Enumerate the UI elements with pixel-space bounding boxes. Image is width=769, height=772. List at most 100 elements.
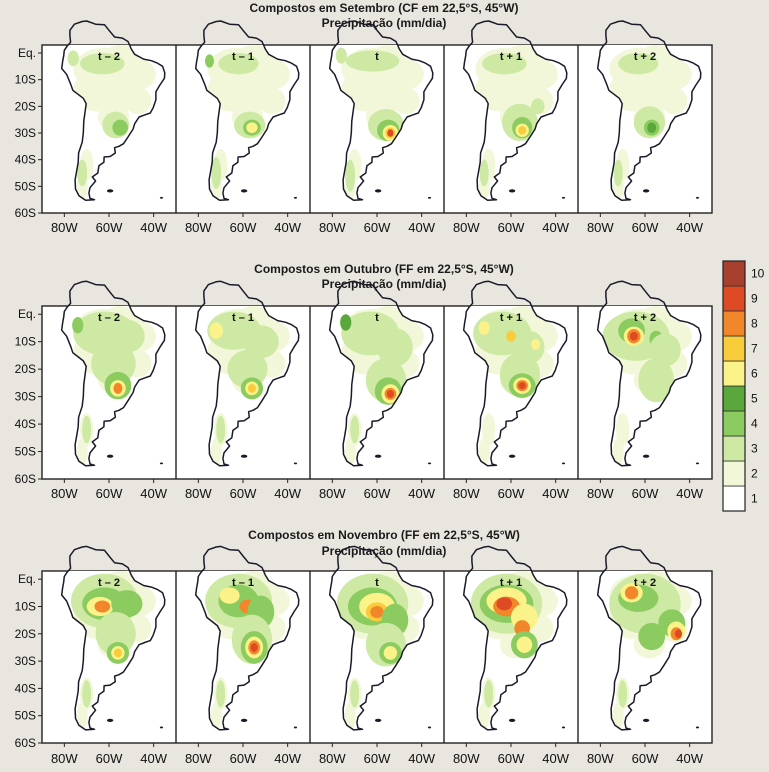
x-tick-label: 60W [96,751,123,766]
composite-row-2: Compostos em Outubro (FF em 22,5°S, 45°W… [15,262,713,501]
precip-blob [377,327,413,367]
x-tick-label: 80W [51,751,78,766]
precip-blob [205,54,214,68]
panel-label: t + 1 [500,577,522,589]
precip-blob [638,358,675,403]
falkland-islands [374,718,382,722]
precip-blob [227,349,268,389]
y-tick-label: 10S [15,73,36,87]
south-georgia [293,462,298,465]
panel-label: t + 2 [634,312,656,324]
colorbar-swatch-9 [722,285,746,312]
x-tick-label: 80W [453,486,480,501]
falkland-islands [508,189,516,193]
colorbar-label: 1 [751,492,758,506]
precip-blob [246,122,258,133]
colorbar-label: 7 [751,342,758,356]
precip-blob [210,702,222,730]
map-panel: t 80W 60W 40W [309,545,436,766]
south-georgia [427,726,432,729]
precip-blob [518,382,526,390]
x-tick-label: 60W [364,486,391,501]
south-georgia [695,196,700,199]
precip-blob [335,47,347,64]
y-tick-label: 60S [15,736,36,750]
composite-row-1: Compostos em Setembro (CF em 22,5°S, 45°… [15,1,713,235]
map-panel: t + 1 80W 60W 40W [443,20,570,235]
panel-label: t + 2 [634,51,656,63]
precip-blob [531,338,541,350]
precip-blob [111,590,143,618]
row-subtitle: Precipitação (mm/dia) [322,544,447,558]
x-tick-label: 40W [274,220,301,235]
precip-blob [649,333,681,367]
map-panel: t + 1 80W 60W 40W [443,545,570,766]
precip-blob [218,53,259,75]
y-tick-label: 50S [15,709,36,723]
precip-blob [82,680,92,708]
colorbar-label: 4 [751,417,758,431]
precip-blob [94,600,111,613]
x-tick-label: 60W [364,220,391,235]
colorbar-label: 5 [751,392,758,406]
precip-blob [392,87,420,115]
precip-blob [479,159,489,187]
precip-blob [76,702,88,730]
precip-blob [613,159,623,187]
colorbar-label: 6 [751,367,758,381]
coastline [462,280,568,467]
south-georgia [159,462,164,465]
y-tick-label: Eq. [18,307,36,321]
y-tick-label: Eq. [18,46,36,60]
coastline [194,545,300,731]
precip-blob [516,636,533,653]
y-tick-label: 10S [15,599,36,613]
x-tick-label: 80W [319,220,346,235]
x-tick-label: 40W [676,486,703,501]
south-georgia [695,726,700,729]
falkland-islands [240,718,248,722]
precip-blob [615,413,630,447]
colorbar-frame [722,260,746,512]
x-tick-label: 40W [542,751,569,766]
falkland-islands [642,189,650,193]
y-tick-label: 60S [15,206,36,220]
x-tick-label: 40W [274,486,301,501]
precip-blob [506,330,516,342]
x-tick-label: 60W [230,220,257,235]
precip-blob [478,437,490,466]
precip-blob [67,50,79,67]
precip-blob [345,159,356,192]
panel-label: t – 2 [98,51,120,63]
precip-blob [612,702,624,730]
precip-blob [478,702,490,730]
falkland-islands [642,718,650,722]
colorbar-label: 8 [751,317,758,331]
colorbar-swatch-2 [722,460,746,487]
colorbar-swatch-6 [722,360,746,387]
x-tick-label: 60W [498,220,525,235]
composite-row-3: Compostos em Novembro (FF em 22,5°S, 45°… [15,528,713,766]
falkland-islands [642,454,650,458]
x-tick-label: 40W [408,220,435,235]
coastline [462,545,568,731]
x-tick-label: 80W [453,751,480,766]
precip-blob [624,586,639,600]
coastline [328,280,434,467]
colorbar-swatch-7 [722,335,746,362]
coastline [194,280,300,467]
panel-label: t [375,312,379,324]
precip-blob [211,157,222,189]
panel-label: t – 1 [232,51,254,63]
x-tick-label: 80W [453,220,480,235]
x-tick-label: 80W [319,751,346,766]
precip-blob [216,680,226,708]
colorbar-label: 3 [751,442,758,456]
x-tick-label: 80W [185,220,212,235]
precip-blob [660,87,688,115]
panel-label: t [375,577,379,589]
panel-label: t + 1 [500,51,522,63]
south-georgia [561,462,566,465]
precip-blob [647,122,657,133]
falkland-islands [240,454,248,458]
